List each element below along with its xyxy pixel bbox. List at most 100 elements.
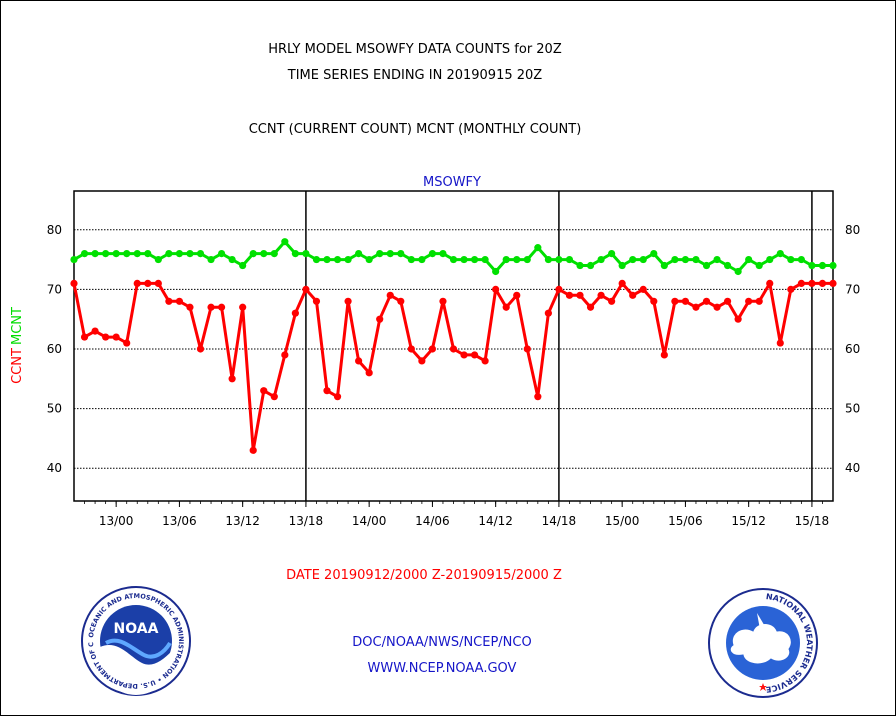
series-point-ccnt [523,345,531,353]
series-point-mcnt [291,249,299,258]
chart-title-line2: TIME SERIES ENDING IN 20190915 20Z [287,68,543,83]
series-point-mcnt [333,255,342,264]
series-point-ccnt [702,297,711,305]
series-point-ccnt [776,339,784,347]
series-point-mcnt [439,249,447,258]
series-point-ccnt [681,297,690,305]
series-point-ccnt [397,297,405,305]
series-point-ccnt [302,285,310,293]
y-tick-right-80: 80 [845,223,860,237]
series-point-mcnt [808,261,816,270]
series-point-mcnt [386,249,394,258]
series-point-ccnt [481,357,489,365]
series-point-mcnt [323,255,331,264]
series-point-mcnt [312,255,321,264]
series-point-ccnt [470,351,479,359]
series-point-ccnt [692,303,700,311]
series-point-mcnt [133,249,141,258]
series-point-mcnt [123,249,131,258]
series-point-ccnt [597,291,605,299]
series-point-mcnt [102,249,110,258]
series-point-mcnt [629,255,637,264]
series-point-mcnt [660,261,668,270]
series-point-ccnt [312,297,321,305]
series-point-ccnt [639,285,647,293]
series-point-mcnt [196,249,205,258]
series-point-mcnt [818,261,827,270]
x-tick-label-14-00: 14/00 [352,514,387,528]
series-point-mcnt [460,255,468,264]
series-point-mcnt [186,249,194,258]
series-point-mcnt [80,249,89,258]
series-point-ccnt [766,279,774,288]
series-point-mcnt [175,249,184,258]
series-point-mcnt [555,255,563,264]
x-tick-label-13-18: 13/18 [289,514,324,528]
series-point-ccnt [439,297,447,305]
series-point-ccnt [123,339,131,347]
series-point-ccnt [112,333,120,341]
y-tick-right-50: 50 [845,402,860,416]
series-point-ccnt [576,291,584,299]
chart-subtitle: CCNT (CURRENT COUNT) MCNT (MONTHLY COUNT… [249,122,582,137]
plot-title: MSOWFY [423,175,481,190]
series-point-ccnt [376,315,384,323]
series-point-mcnt [376,249,384,258]
y-tick-right-60: 60 [845,342,860,356]
series-point-mcnt [91,249,99,258]
series-point-mcnt [260,249,268,258]
series-point-mcnt [776,249,784,258]
x-tick-label-14-18: 14/18 [542,514,577,528]
series-point-ccnt [207,303,215,311]
series-point-ccnt [502,303,510,311]
series-point-mcnt [829,261,837,270]
series-point-ccnt [608,297,616,305]
chart-title-line1: HRLY MODEL MSOWFY DATA COUNTS for 20Z [268,42,562,57]
series-point-ccnt [808,279,816,288]
x-tick-label-13-00: 13/00 [99,514,134,528]
series-point-mcnt [228,255,236,264]
series-point-ccnt [80,333,89,341]
x-tick-label-14-12: 14/12 [478,514,513,528]
series-point-mcnt [734,267,742,276]
series-point-ccnt [671,297,679,305]
series-point-mcnt [565,255,574,264]
series-point-ccnt [418,357,426,365]
series-point-mcnt [797,255,805,264]
series-point-mcnt [365,255,373,264]
series-point-mcnt [281,238,289,246]
series-point-mcnt [544,255,552,264]
series-point-mcnt [671,255,679,264]
series-point-mcnt [144,249,152,258]
series-point-mcnt [692,255,700,264]
series-point-ccnt [629,291,637,299]
series-point-ccnt [249,446,257,454]
series-point-ccnt [102,333,110,341]
series-point-ccnt [333,393,342,401]
series-point-ccnt [260,387,268,395]
series-point-mcnt [766,255,774,264]
series-point-mcnt [270,249,278,258]
series-point-mcnt [207,255,215,264]
x-tick-label-15-06: 15/06 [668,514,703,528]
series-point-mcnt [639,255,647,264]
series-point-ccnt [386,291,394,299]
y-tick-right-40: 40 [845,461,860,475]
y-label-mcnt: MCNT [10,307,25,345]
series-point-ccnt [291,309,299,317]
nws-logo: NATIONAL WEATHER SERVICE [708,588,818,698]
series-point-mcnt [745,255,753,264]
series-point-mcnt [470,255,479,264]
series-point-ccnt [734,315,742,323]
series-point-ccnt [133,279,141,288]
series-point-mcnt [165,249,173,258]
series-point-mcnt [608,249,616,258]
noaa-logo-label: NOAA [114,621,159,637]
series-point-ccnt [196,345,205,353]
series-point-mcnt [492,267,500,276]
series-point-mcnt [534,244,542,252]
series-point-mcnt [355,249,363,258]
x-tick-label-15-18: 15/18 [795,514,830,528]
series-point-ccnt [239,303,247,311]
series-point-mcnt [397,249,405,258]
